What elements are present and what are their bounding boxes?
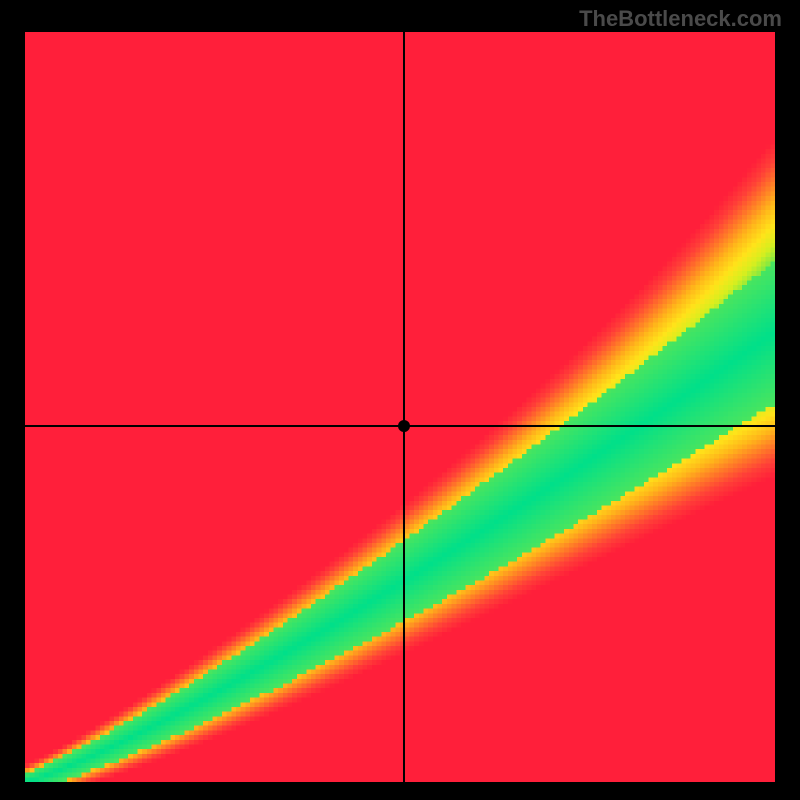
bottleneck-heatmap xyxy=(25,32,775,782)
chart-frame: TheBottleneck.com xyxy=(0,0,800,800)
watermark-text: TheBottleneck.com xyxy=(579,6,782,32)
crosshair-marker xyxy=(398,420,410,432)
